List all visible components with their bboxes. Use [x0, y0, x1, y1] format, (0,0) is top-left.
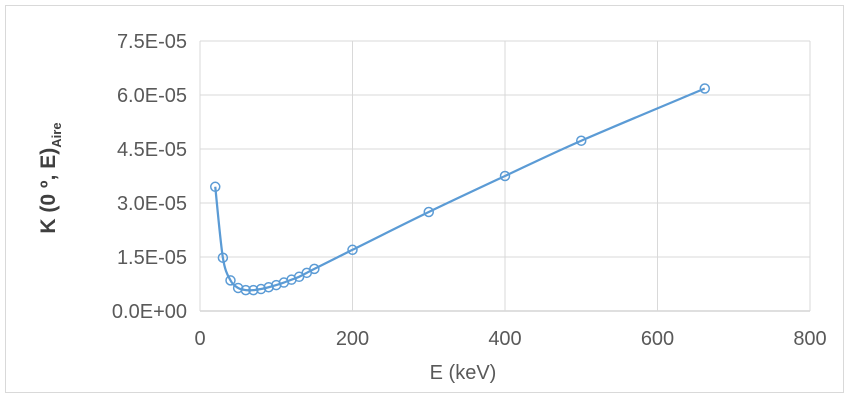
y-axis-ticks: 0.0E+00 1.5E-05 3.0E-05 4.5E-05 6.0E-05 7.5E-…: [112, 31, 187, 323]
data-point: [240, 284, 251, 296]
x-tick-label: 600: [641, 328, 674, 350]
data-point: [309, 263, 320, 275]
x-tick-label: 400: [488, 328, 521, 350]
data-point: [347, 244, 358, 256]
y-tick-label: 0.0E+00: [112, 301, 187, 323]
data-point: [576, 135, 587, 146]
y-tick-label: 6.0E-05: [117, 85, 187, 107]
data-point: [699, 83, 711, 94]
data-point: [423, 206, 434, 218]
x-tick-label: 800: [793, 328, 826, 350]
data-point: [225, 275, 236, 286]
y-axis-title-main: K (0 º, E): [37, 148, 60, 234]
x-tick-label: 200: [336, 328, 369, 350]
data-point: [232, 282, 244, 294]
gridlines: [199, 40, 811, 312]
y-tick-label: 4.5E-05: [117, 139, 187, 161]
y-axis-title-subscript: Aire: [49, 122, 64, 147]
data-point: [217, 252, 229, 263]
data-point: [499, 170, 511, 182]
y-tick-label: 3.0E-05: [117, 193, 187, 215]
series-layer: [210, 83, 711, 296]
chart-area: 0.0E+00 1.5E-05 3.0E-05 4.5E-05 6.0E-05 7.5E-…: [5, 5, 844, 393]
data-point: [263, 281, 274, 293]
line-chart: 0.0E+00 1.5E-05 3.0E-05 4.5E-05 6.0E-05 7.5E-…: [37, 31, 827, 384]
x-axis-ticks: 0 200 400 600 800: [194, 328, 826, 350]
y-tick-label: 1.5E-05: [117, 247, 187, 269]
data-point: [248, 284, 259, 296]
data-point: [210, 181, 221, 193]
series-line: [214, 87, 706, 292]
data-point: [255, 283, 267, 295]
y-tick-label: 7.5E-05: [117, 31, 187, 53]
y-axis-title: K (0 º, E)Aire: [37, 122, 64, 233]
x-axis-title: E (keV): [430, 362, 497, 384]
x-tick-label: 0: [194, 328, 205, 350]
